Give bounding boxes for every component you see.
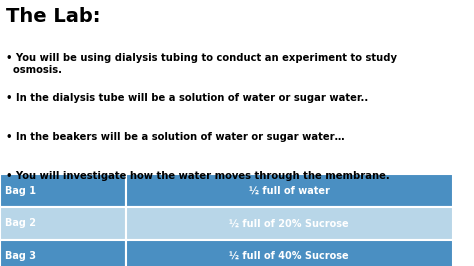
- Text: ½ full of 40% Sucrose: ½ full of 40% Sucrose: [229, 251, 349, 261]
- Bar: [126, 207, 453, 240]
- Text: Bag 3: Bag 3: [5, 251, 36, 261]
- Text: Bag 2: Bag 2: [5, 218, 36, 228]
- Text: • In the dialysis tube will be a solution of water or sugar water..: • In the dialysis tube will be a solutio…: [6, 93, 368, 103]
- Text: ½ full of 20% Sucrose: ½ full of 20% Sucrose: [229, 218, 349, 228]
- Text: ½ full of water: ½ full of water: [249, 186, 329, 196]
- Bar: [0, 240, 126, 266]
- Text: The Lab:: The Lab:: [6, 7, 100, 26]
- Bar: [0, 207, 126, 240]
- Bar: [126, 240, 453, 266]
- Text: • You will investigate how the water moves through the membrane.: • You will investigate how the water mov…: [6, 171, 390, 181]
- Text: • You will be using dialysis tubing to conduct an experiment to study
  osmosis.: • You will be using dialysis tubing to c…: [6, 53, 397, 75]
- Bar: [0, 174, 126, 207]
- Bar: [126, 174, 453, 207]
- Text: • In the beakers will be a solution of water or sugar water…: • In the beakers will be a solution of w…: [6, 132, 344, 142]
- Text: Bag 1: Bag 1: [5, 186, 36, 196]
